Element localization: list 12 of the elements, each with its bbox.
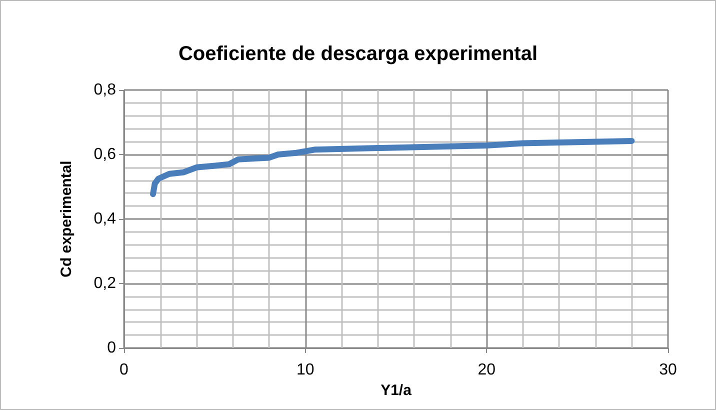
- x-tick-label: 0: [120, 362, 129, 378]
- y-tick-label: 0,4: [94, 210, 116, 228]
- x-axis-title: Y1/a: [380, 382, 412, 399]
- y-tick-label: 0,8: [94, 82, 116, 98]
- y-tick-label: 0,6: [94, 146, 116, 163]
- x-tick-label: 20: [478, 362, 496, 378]
- y-tick-label: 0,2: [94, 275, 116, 292]
- chart-title: Coeficiente de descarga experimental: [178, 43, 538, 65]
- x-tick-label: 30: [659, 362, 677, 378]
- x-tick-label: 10: [296, 362, 314, 378]
- y-axis-title: Cd experimental: [58, 160, 75, 278]
- y-tick-label: 0: [107, 340, 116, 356]
